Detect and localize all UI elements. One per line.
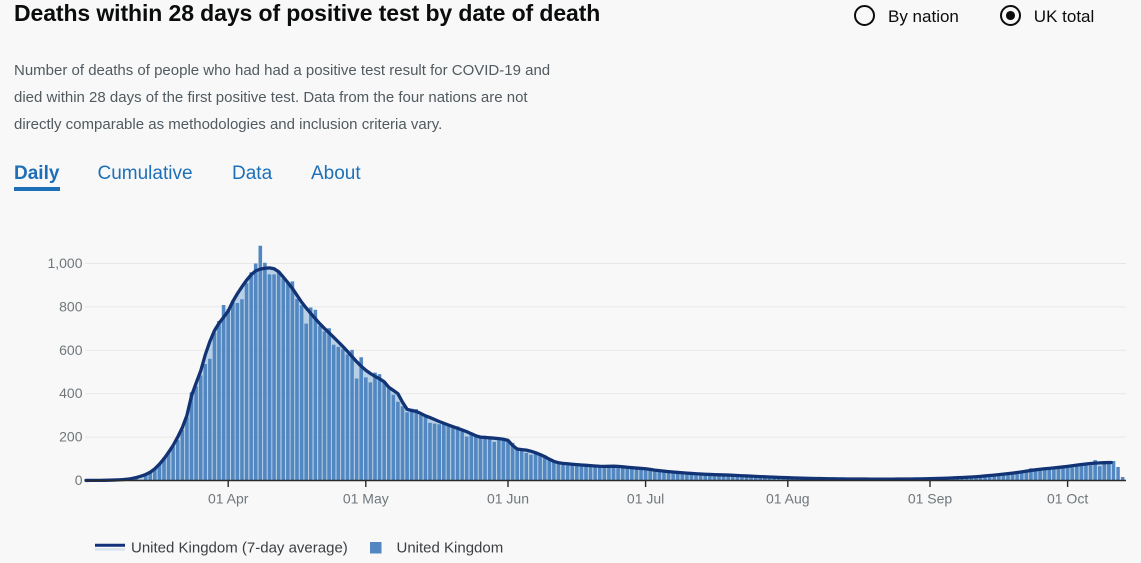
svg-text:600: 600 (59, 342, 83, 358)
svg-text:0: 0 (75, 472, 83, 488)
svg-text:United Kingdom: United Kingdom (397, 540, 504, 557)
svg-text:800: 800 (59, 298, 83, 314)
svg-text:01 Apr: 01 Apr (208, 491, 249, 507)
svg-text:400: 400 (59, 385, 83, 401)
svg-text:01 Aug: 01 Aug (766, 491, 810, 507)
svg-text:1,000: 1,000 (47, 255, 82, 271)
svg-text:01 May: 01 May (343, 491, 389, 507)
svg-text:01 Sep: 01 Sep (908, 491, 953, 507)
svg-text:01 Jul: 01 Jul (627, 491, 664, 507)
svg-text:200: 200 (59, 429, 83, 445)
svg-text:01 Jun: 01 Jun (487, 491, 529, 507)
svg-text:01 Oct: 01 Oct (1047, 491, 1088, 507)
svg-text:United Kingdom (7-day average): United Kingdom (7-day average) (131, 540, 348, 557)
